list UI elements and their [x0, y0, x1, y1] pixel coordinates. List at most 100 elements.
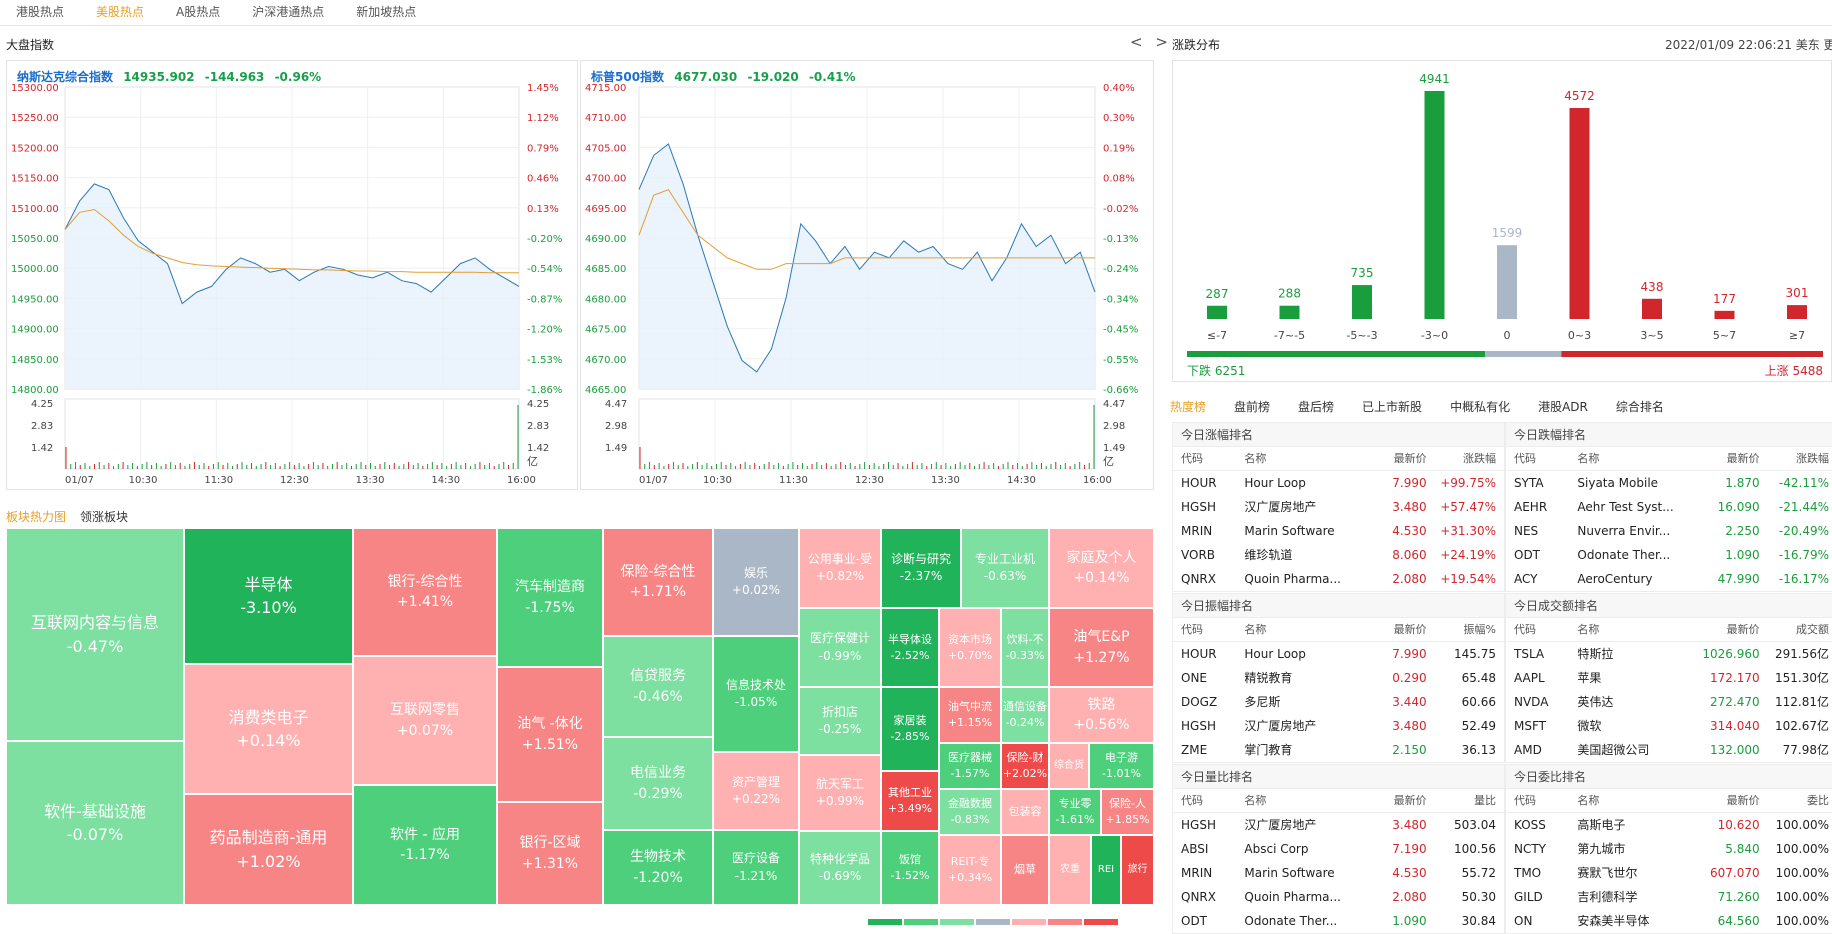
top-tab[interactable]: 新加坡热点: [356, 5, 417, 19]
sector-tile[interactable]: 信息技术处 -1.05%: [713, 636, 799, 752]
column-header[interactable]: 代码: [1181, 794, 1203, 807]
dist-bar[interactable]: [1714, 310, 1735, 319]
column-header[interactable]: 涨跌幅: [1463, 452, 1496, 465]
table-row[interactable]: HGSH 汉广厦房地产 3.480 +57.47%: [1173, 495, 1504, 519]
sector-tile[interactable]: 电子游 -1.01%: [1089, 743, 1154, 789]
sector-tile[interactable]: 半导体设 -2.52%: [881, 608, 939, 687]
sector-tile[interactable]: REI: [1091, 835, 1121, 905]
table-row[interactable]: NES Nuverra Envir... 2.250 -20.49%: [1506, 519, 1832, 543]
table-row[interactable]: GILD 吉利德科学 71.260 100.00%: [1506, 885, 1832, 909]
table-row[interactable]: HOUR Hour Loop 7.990 145.75: [1173, 642, 1504, 666]
sector-tile[interactable]: 半导体 -3.10%: [184, 528, 353, 664]
column-header[interactable]: 最新价: [1393, 794, 1427, 807]
sector-tile[interactable]: 汽车制造商 -1.75%: [497, 528, 603, 667]
column-header[interactable]: 名称: [1577, 452, 1600, 465]
table-row[interactable]: HGSH 汉广厦房地产 3.480 52.49: [1173, 714, 1504, 738]
table-row[interactable]: MRIN Marin Software 4.530 +31.30%: [1173, 519, 1504, 543]
sector-tile[interactable]: 农重: [1049, 835, 1091, 905]
column-header[interactable]: 委比: [1807, 794, 1829, 807]
sector-tile[interactable]: 通信设备 -0.24%: [1001, 687, 1049, 743]
sector-tile[interactable]: 软件 - 应用 -1.17%: [353, 785, 497, 905]
sector-tile[interactable]: 油气 -体化 +1.51%: [497, 667, 603, 802]
top-tab[interactable]: 美股热点: [96, 5, 145, 19]
column-header[interactable]: 量比: [1474, 794, 1496, 807]
table-row[interactable]: VORB 维珍轨道 8.060 +24.19%: [1173, 543, 1504, 567]
sector-tile[interactable]: 饭馆 -1.52%: [881, 831, 939, 905]
table-row[interactable]: HOUR Hour Loop 7.990 +99.75%: [1173, 471, 1504, 495]
sector-tile[interactable]: 保险-财 +2.02%: [1001, 743, 1049, 789]
sector-tile[interactable]: 综合货: [1049, 743, 1089, 789]
sector-tile[interactable]: 烟草: [1001, 835, 1049, 905]
dist-bar[interactable]: [1207, 305, 1227, 319]
table-row[interactable]: ONE 精锐教育 0.290 65.48: [1173, 666, 1504, 690]
sector-tile[interactable]: 油气中流 +1.15%: [939, 687, 1001, 743]
sector-tile[interactable]: 专业工业机 -0.63%: [961, 528, 1049, 608]
dist-bar[interactable]: [1279, 305, 1300, 319]
sector-tile[interactable]: 折扣店 -0.25%: [799, 687, 881, 755]
sector-tile[interactable]: 银行-综合性 +1.41%: [353, 528, 497, 656]
dist-bar[interactable]: [1497, 245, 1517, 319]
column-header[interactable]: 振幅%: [1463, 623, 1496, 636]
table-row[interactable]: ODT Odonate Ther... 1.090 30.84: [1173, 909, 1504, 933]
table-row[interactable]: HGSH 汉广厦房地产 3.480 503.04: [1173, 813, 1504, 837]
dist-bar[interactable]: [1569, 108, 1590, 320]
sector-tile[interactable]: 药品制造商-通用 +1.02%: [184, 794, 353, 905]
sector-tile[interactable]: 互联网零售 +0.07%: [353, 656, 497, 785]
sector-tile[interactable]: 公用事业-受 +0.82%: [799, 528, 881, 608]
sector-tile[interactable]: 专业零 -1.61%: [1049, 789, 1101, 835]
sector-tile[interactable]: 软件-基础设施 -0.07%: [6, 741, 184, 905]
sector-tile[interactable]: 油气E&P +1.27%: [1049, 608, 1154, 687]
top-tab[interactable]: 沪深港通热点: [252, 5, 325, 19]
column-header[interactable]: 名称: [1244, 794, 1267, 807]
column-header[interactable]: 代码: [1181, 623, 1203, 636]
table-row[interactable]: QNRX Quoin Pharma... 2.080 +19.54%: [1173, 567, 1504, 591]
sector-tile[interactable]: 家庭及个人 +0.14%: [1049, 528, 1154, 608]
table-row[interactable]: MRIN Marin Software 4.530 55.72: [1173, 861, 1504, 885]
column-header[interactable]: 代码: [1514, 452, 1536, 465]
rank-tab[interactable]: 热度榜: [1170, 400, 1207, 414]
table-row[interactable]: NCTY 第九城市 5.840 100.00%: [1506, 837, 1832, 861]
dist-bar[interactable]: [1787, 305, 1807, 319]
treemap-tab[interactable]: 领涨板块: [80, 510, 129, 524]
column-header[interactable]: 名称: [1577, 623, 1600, 636]
sector-tile[interactable]: 消费类电子 +0.14%: [184, 664, 353, 794]
column-header[interactable]: 名称: [1244, 452, 1267, 465]
table-row[interactable]: QNRX Quoin Pharma... 2.080 50.30: [1173, 885, 1504, 909]
column-header[interactable]: 最新价: [1726, 623, 1760, 636]
rank-tab[interactable]: 已上市新股: [1362, 400, 1423, 414]
column-header[interactable]: 最新价: [1393, 452, 1427, 465]
sector-tile[interactable]: 资产管理 +0.22%: [713, 752, 799, 830]
sector-tile[interactable]: 航天军工 +0.99%: [799, 755, 881, 831]
column-header[interactable]: 代码: [1181, 452, 1203, 465]
table-row[interactable]: TSLA 特斯拉 1026.960 291.56亿: [1506, 642, 1832, 666]
table-row[interactable]: ACY AeroCentury 47.990 -16.17%: [1506, 567, 1832, 591]
sector-tile[interactable]: 铁路 +0.56%: [1049, 687, 1154, 743]
sector-tile[interactable]: 资本市场 +0.70%: [939, 608, 1001, 687]
column-header[interactable]: 最新价: [1393, 623, 1427, 636]
column-header[interactable]: 代码: [1514, 623, 1536, 636]
table-row[interactable]: AEHR Aehr Test Syst... 16.090 -21.44%: [1506, 495, 1832, 519]
sector-tile[interactable]: 信贷服务 -0.46%: [603, 636, 713, 737]
sector-tile[interactable]: 娱乐 +0.02%: [713, 528, 799, 636]
sector-tile[interactable]: 医疗设备 -1.21%: [713, 830, 799, 905]
index-name[interactable]: 标普500指数: [591, 70, 665, 84]
rank-tab[interactable]: 综合排名: [1615, 400, 1664, 414]
column-header[interactable]: 代码: [1514, 794, 1536, 807]
dist-bar[interactable]: [1424, 91, 1445, 319]
table-row[interactable]: ZME 掌门教育 2.150 36.13: [1173, 738, 1504, 762]
column-header[interactable]: 名称: [1577, 794, 1600, 807]
column-header[interactable]: 名称: [1244, 623, 1267, 636]
sector-tile[interactable]: 医疗器械 -1.57%: [939, 743, 1001, 789]
table-row[interactable]: ABSI Absci Corp 7.190 100.56: [1173, 837, 1504, 861]
sector-tile[interactable]: 银行-区域 +1.31%: [497, 802, 603, 905]
index-nav-arrows[interactable]: < >: [1130, 33, 1172, 51]
table-row[interactable]: DOGZ 多尼斯 3.440 60.66: [1173, 690, 1504, 714]
column-header[interactable]: 涨跌幅: [1796, 452, 1829, 465]
top-tab[interactable]: A股热点: [176, 5, 221, 19]
table-row[interactable]: AAPL 苹果 172.170 151.30亿: [1506, 666, 1832, 690]
table-row[interactable]: SYTA Siyata Mobile 1.870 -42.11%: [1506, 471, 1832, 495]
sector-tile[interactable]: 饮料-不 -0.33%: [1001, 608, 1049, 687]
table-row[interactable]: MSFT 微软 314.040 102.67亿: [1506, 714, 1832, 738]
table-row[interactable]: NVDA 英伟达 272.470 112.81亿: [1506, 690, 1832, 714]
sector-tile[interactable]: 金融数据 -0.83%: [939, 789, 1001, 835]
